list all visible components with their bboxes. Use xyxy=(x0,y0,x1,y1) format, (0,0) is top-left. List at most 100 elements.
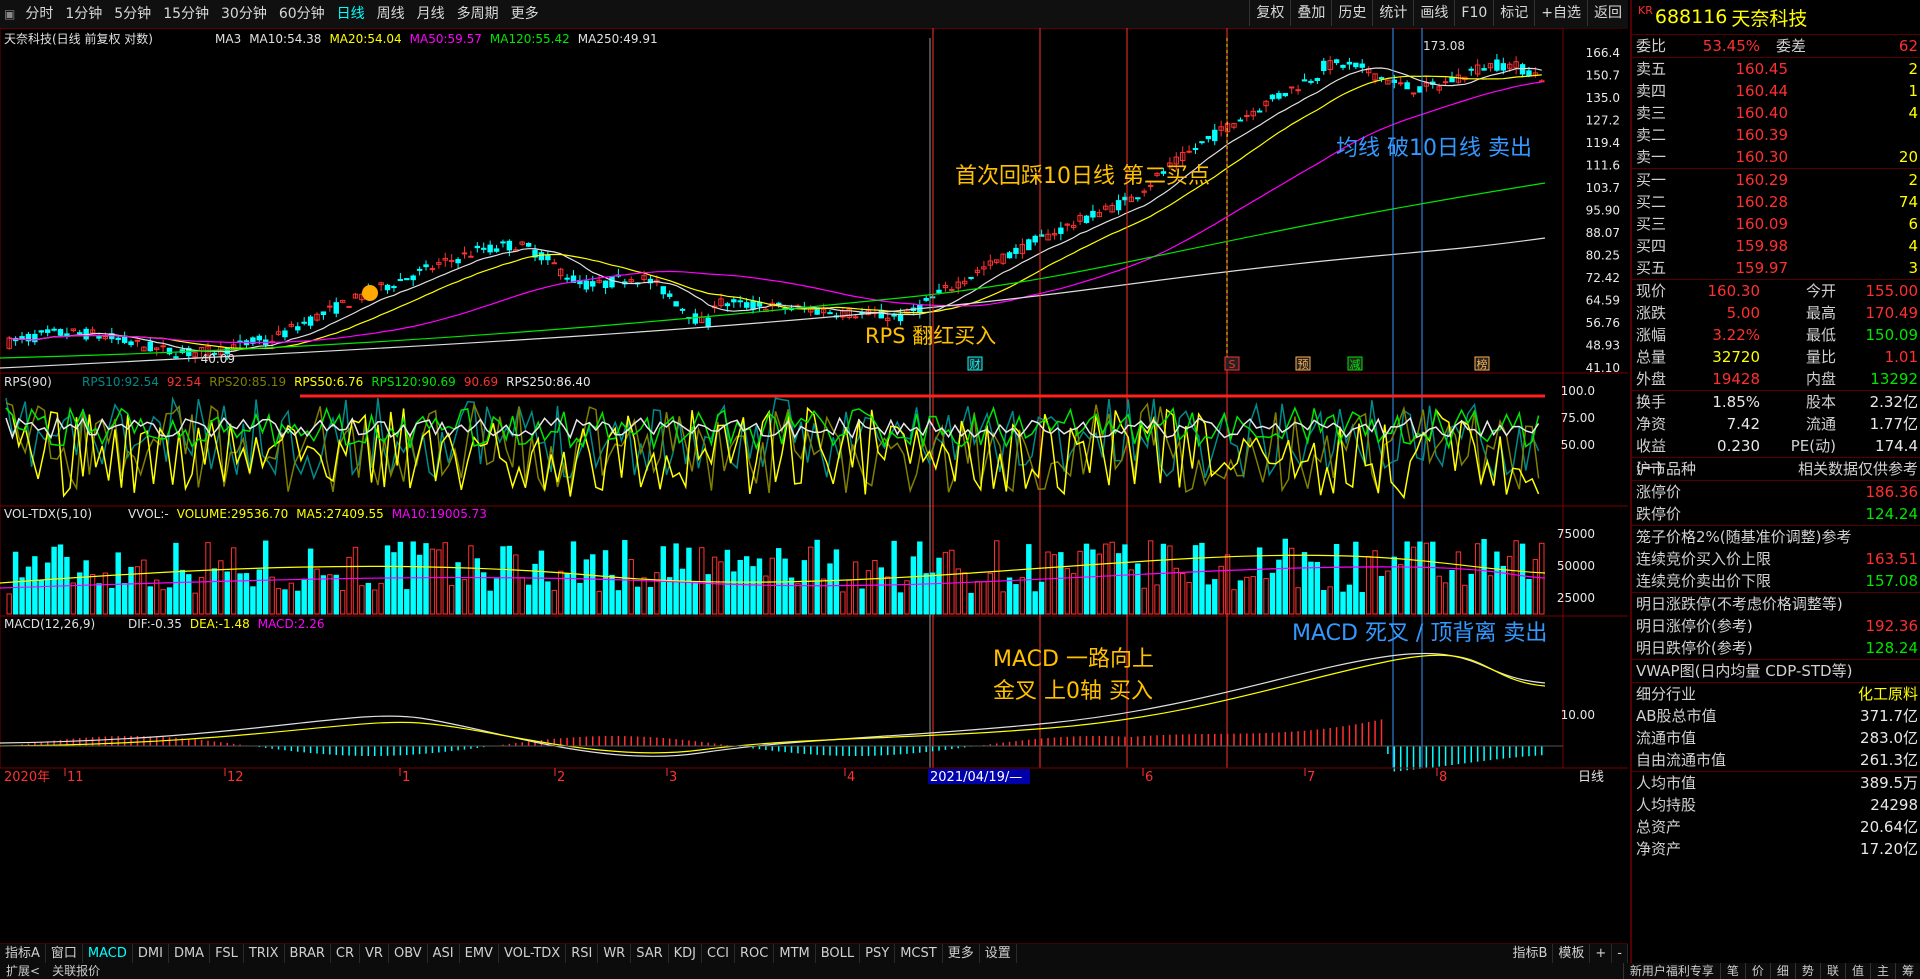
indicator-tab-21[interactable]: BOLL xyxy=(816,944,861,964)
status-right-8[interactable]: 筹 xyxy=(1894,963,1920,979)
rps-title: RPS(90) xyxy=(4,375,52,389)
vol-tick-2: 25000 xyxy=(1557,591,1595,605)
indicator-tab-18[interactable]: CCI xyxy=(702,944,736,964)
status-right-4[interactable]: 势 xyxy=(1794,963,1820,979)
period-tab-6[interactable]: 日线 xyxy=(336,6,365,22)
quote-stats: 现价 160.30 今开 155.00 涨跌 5.00 最高 170.49 涨幅 3.22% 最低 1… xyxy=(1632,280,1920,390)
indicator-tab-20[interactable]: MTM xyxy=(774,944,816,964)
x-label-5: 4 xyxy=(847,770,855,785)
indicator-tab-14[interactable]: RSI xyxy=(566,944,599,964)
indicator-tab-17[interactable]: KDJ xyxy=(669,944,703,964)
bids-row-3[interactable]: 买四 159.98 4 xyxy=(1636,237,1918,255)
event-marker-2[interactable] xyxy=(1295,356,1311,371)
status-right-3[interactable]: 细 xyxy=(1769,963,1795,979)
tool-button-1[interactable]: 叠加 xyxy=(1290,0,1331,26)
indicator-tab-23[interactable]: MCST xyxy=(895,944,943,964)
bids-row-0[interactable]: 买一 160.29 2 xyxy=(1636,171,1918,189)
event-marker-4[interactable] xyxy=(1474,356,1490,371)
indicator-right-3[interactable]: - xyxy=(1612,944,1628,964)
tool-button-7[interactable]: +自选 xyxy=(1534,0,1587,26)
cage-row-0: 连续竞价买入价上限 163.51 xyxy=(1636,550,1918,568)
event-marker-text-1: S xyxy=(1229,358,1236,371)
period-tab-8[interactable]: 月线 xyxy=(416,6,445,22)
indicator-tab-2[interactable]: MACD xyxy=(83,944,133,964)
indicator-tab-24[interactable]: 更多 xyxy=(943,944,980,964)
period-tab-1[interactable]: 1分钟 xyxy=(65,6,103,22)
indicator-tab-12[interactable]: EMV xyxy=(460,944,499,964)
indicator-tab-15[interactable]: WR xyxy=(598,944,632,964)
market-row: 沪市品种 相关数据仅供参考 xyxy=(1636,460,1918,478)
tool-button-6[interactable]: 标记 xyxy=(1493,0,1534,26)
indicator-tab-1[interactable]: 窗口 xyxy=(46,944,83,964)
period-tab-7[interactable]: 周线 xyxy=(376,6,405,22)
period-tab-2[interactable]: 5分钟 xyxy=(114,6,152,22)
tomorrow-prices: 明日涨停价(参考) 192.36 明日跌停价(参考) 128.24 xyxy=(1632,615,1920,659)
rps-legend-2: RPS20:85.19 xyxy=(209,375,286,389)
chart-tools: 复权 叠加 历史 统计 画线 F10 标记 +自选 返回 xyxy=(1249,0,1628,28)
indicator-tab-8[interactable]: CR xyxy=(331,944,361,964)
status-left-1[interactable]: 关联报价 xyxy=(52,964,101,978)
price-tick-7: 95.90 xyxy=(1586,204,1620,218)
cage-title: 笼子价格2%(随基准价调整)参考 xyxy=(1636,528,1852,546)
period-tab-5[interactable]: 60分钟 xyxy=(278,6,325,22)
period-tab-9[interactable]: 多周期 xyxy=(456,6,499,22)
kline-chart-area[interactable]: 天奈科技(日线 前复权 对数) MA3 MA10:54.38 MA20:54.04 MA… xyxy=(0,28,1628,943)
status-right-5[interactable]: 联 xyxy=(1819,963,1845,979)
indicator-tab-0[interactable]: 指标A xyxy=(0,944,46,964)
indicator-right-1[interactable]: 模板 xyxy=(1553,944,1591,964)
tool-button-4[interactable]: 画线 xyxy=(1413,0,1454,26)
status-right-1[interactable]: 笔 xyxy=(1719,963,1745,979)
event-marker-1[interactable] xyxy=(1224,356,1240,371)
ma120-line xyxy=(0,182,1546,359)
indicator-right-2[interactable]: + xyxy=(1590,944,1613,964)
event-marker-3[interactable] xyxy=(1347,356,1363,371)
indicator-right-0[interactable]: 指标B xyxy=(1507,944,1554,964)
status-right-6[interactable]: 值 xyxy=(1844,963,1870,979)
status-right-2[interactable]: 价 xyxy=(1744,963,1770,979)
tool-button-0[interactable]: 复权 xyxy=(1249,0,1290,26)
bids-row-1[interactable]: 买二 160.28 74 xyxy=(1636,193,1918,211)
period-tab-3[interactable]: 15分钟 xyxy=(163,6,210,22)
macd-title: MACD(12,26,9) xyxy=(4,617,95,631)
asks-row-3[interactable]: 卖二 160.39 xyxy=(1636,126,1788,144)
indicator-tab-9[interactable]: VR xyxy=(360,944,389,964)
tool-button-8[interactable]: 返回 xyxy=(1587,0,1628,26)
indicator-tab-4[interactable]: DMA xyxy=(169,944,211,964)
asks-row-2[interactable]: 卖三 160.40 4 xyxy=(1636,104,1918,122)
tool-button-5[interactable]: F10 xyxy=(1454,0,1493,26)
status-right-0[interactable]: 新用户福利专享 xyxy=(1622,963,1720,979)
asks-row-4[interactable]: 卖一 160.30 20 xyxy=(1636,148,1918,166)
x-label-7: 7 xyxy=(1307,770,1315,785)
bids-row-2[interactable]: 买三 160.09 6 xyxy=(1636,215,1918,233)
event-marker-0[interactable] xyxy=(967,356,983,371)
period-tab-10[interactable]: 更多 xyxy=(510,6,539,22)
rps-legend-5: 90.69 xyxy=(464,375,498,389)
indicator-tab-7[interactable]: BRAR xyxy=(285,944,331,964)
indicator-tab-bar: 指标A 窗口 MACD DMI DMA FSL TRIX BRAR CR VR OBV ASI EMV V… xyxy=(0,943,1628,964)
period-tabs: 分时 1分钟 5分钟 15分钟 30分钟 60分钟 日线 周线 月线 多周期 更多 xyxy=(19,1,544,27)
weibi-row: 委比 53.45% 委差 62 xyxy=(1636,37,1918,55)
bids-row-4[interactable]: 买五 159.97 3 xyxy=(1636,259,1918,277)
indicator-tab-16[interactable]: SAR xyxy=(631,944,669,964)
indicator-tab-22[interactable]: PSY xyxy=(860,944,896,964)
tool-button-3[interactable]: 统计 xyxy=(1372,0,1413,26)
per-row-1: 人均持股 24298 xyxy=(1636,796,1918,814)
status-left-0[interactable]: 扩展< xyxy=(6,964,41,978)
candlestick-series xyxy=(6,53,1545,364)
asks-row-0[interactable]: 卖五 160.45 2 xyxy=(1636,60,1918,78)
period-tab-4[interactable]: 30分钟 xyxy=(221,6,267,22)
tool-button-2[interactable]: 历史 xyxy=(1331,0,1372,26)
vwap-link[interactable]: VWAP图(日内均量 CDP-STD等) xyxy=(1636,662,1853,680)
grip-icon[interactable]: ▣ xyxy=(4,7,16,21)
indicator-tab-25[interactable]: 设置 xyxy=(980,944,1017,964)
indicator-tab-10[interactable]: OBV xyxy=(389,944,428,964)
asks-row-1[interactable]: 卖四 160.44 1 xyxy=(1636,82,1918,100)
indicator-tab-13[interactable]: VOL-TDX xyxy=(499,944,567,964)
period-tab-0[interactable]: 分时 xyxy=(25,6,54,22)
indicator-tab-3[interactable]: DMI xyxy=(133,944,169,964)
indicator-tab-11[interactable]: ASI xyxy=(428,944,460,964)
indicator-tab-19[interactable]: ROC xyxy=(735,944,775,964)
status-right-7[interactable]: 主 xyxy=(1869,963,1895,979)
indicator-tab-6[interactable]: TRIX xyxy=(244,944,285,964)
indicator-tab-5[interactable]: FSL xyxy=(210,944,244,964)
